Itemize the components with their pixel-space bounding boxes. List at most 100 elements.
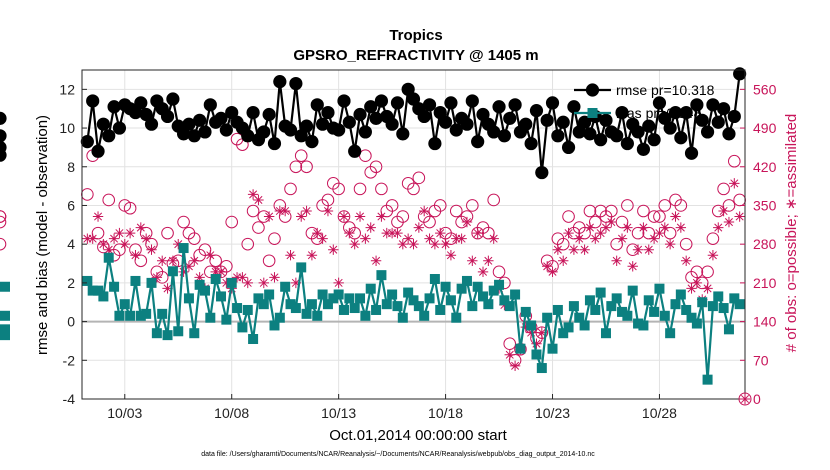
obs-possible-point xyxy=(348,226,361,240)
obs-assimilated-point xyxy=(189,255,200,266)
obs-possible-point xyxy=(508,353,522,367)
obs-assimilated-point xyxy=(707,250,719,261)
rmse-point xyxy=(492,100,506,114)
rmse-point xyxy=(679,105,693,120)
rmse-point xyxy=(182,117,196,131)
obs-possible-point xyxy=(102,193,116,207)
obs-possible-point xyxy=(139,226,153,240)
bias-point xyxy=(312,310,323,321)
obs-possible-point xyxy=(578,226,591,240)
bias-point xyxy=(531,349,542,360)
rmse-point xyxy=(636,142,651,156)
obs-assimilated-point xyxy=(616,233,628,244)
rmse-point xyxy=(241,129,255,143)
bias-point xyxy=(0,330,10,341)
x-tick-label: 10/08 xyxy=(214,405,249,421)
bias-point xyxy=(98,291,109,302)
rmse-point xyxy=(187,129,201,143)
obs-possible-point xyxy=(690,265,704,279)
obs-assimilated-point xyxy=(643,244,654,255)
y-tick-label: 10 xyxy=(59,120,75,136)
bias-point xyxy=(269,320,280,331)
bias-point xyxy=(702,374,713,385)
rmse-point xyxy=(406,92,421,106)
obs-assimilated-point xyxy=(504,349,515,360)
obs-possible-point xyxy=(583,204,597,218)
obs-assimilated-point xyxy=(392,227,403,239)
obs-possible-point xyxy=(262,254,276,268)
bias-point xyxy=(119,299,130,310)
bias-point xyxy=(633,318,644,329)
obs-assimilated-point xyxy=(247,189,259,200)
rmse-point xyxy=(176,127,191,141)
bias-point xyxy=(563,322,574,333)
obs-assimilated-point xyxy=(654,227,665,239)
rmse-point xyxy=(289,76,303,91)
obs-assimilated-point xyxy=(376,211,387,222)
obs-possible-point xyxy=(728,154,741,168)
bias-point xyxy=(381,299,392,310)
legend: rmse pr=10.318 bias pr=0.948 xyxy=(574,82,715,121)
obs-possible-point xyxy=(375,182,388,196)
y-right-tick-label: 210 xyxy=(753,275,777,291)
bias-point xyxy=(547,343,558,354)
rmse-point xyxy=(396,127,410,141)
rmse-point xyxy=(128,105,143,120)
axis-ticks: 10/03 10/08 10/13 10/18 10/23 10/28 -4 -2 0 2 4 6 8 1… xyxy=(59,81,776,421)
obs-assimilated-point xyxy=(333,277,344,289)
obs-possible-point xyxy=(706,232,720,245)
rmse-point xyxy=(599,113,613,127)
obs-assimilated-point xyxy=(221,277,232,289)
bias-point xyxy=(445,295,456,306)
rmse-point xyxy=(663,121,677,135)
obs-possible-point xyxy=(663,226,677,240)
rmse-point xyxy=(717,102,731,116)
obs-possible-point xyxy=(321,193,335,207)
bias-point xyxy=(456,283,467,294)
obs-assimilated-point xyxy=(734,211,745,222)
obs-assimilated-point xyxy=(595,227,606,239)
obs-possible-point xyxy=(717,182,730,196)
rmse-point xyxy=(524,136,538,151)
y-right-tick-label: 490 xyxy=(753,120,777,136)
bias-point xyxy=(338,304,349,315)
obs-possible-point xyxy=(241,237,255,251)
rmse-point xyxy=(193,113,207,127)
obs-possible-point xyxy=(385,199,399,212)
obs-possible-point xyxy=(0,215,7,229)
rmse-point xyxy=(476,107,490,122)
obs-assimilated-point xyxy=(606,216,617,228)
bias-point xyxy=(397,312,408,323)
bias-point xyxy=(392,301,403,312)
obs-assimilated-point xyxy=(290,277,302,289)
obs-possible-point xyxy=(642,226,656,240)
bias-point xyxy=(296,262,307,273)
bias-point xyxy=(536,363,547,374)
bias-point xyxy=(387,289,398,300)
rmse-point xyxy=(332,123,346,137)
bias-point xyxy=(109,281,120,292)
bias-point xyxy=(162,330,173,341)
obs-assimilated-point xyxy=(157,255,168,266)
obs-possible-point xyxy=(605,204,618,218)
bias-point xyxy=(328,293,339,304)
obs-assimilated-point xyxy=(713,222,724,233)
bias-point xyxy=(467,301,478,312)
obs-assimilated-point xyxy=(296,211,307,222)
rmse-point xyxy=(567,100,581,114)
bias-point xyxy=(638,320,649,331)
obs-possible-point xyxy=(562,210,575,223)
rmse-point xyxy=(96,117,110,131)
obs-possible-point xyxy=(268,232,281,245)
obs-possible-point xyxy=(278,210,292,223)
obs-possible-point xyxy=(289,160,303,174)
obs-possible-point xyxy=(487,193,501,207)
obs-assimilated-point xyxy=(600,222,612,233)
rmse-point xyxy=(342,115,356,129)
bias-point xyxy=(622,310,633,321)
bias-point xyxy=(135,310,146,321)
bias-point xyxy=(574,312,585,323)
obs-assimilated-point xyxy=(413,222,425,233)
obs-assimilated-point xyxy=(574,233,585,244)
rmse-point xyxy=(706,98,720,112)
